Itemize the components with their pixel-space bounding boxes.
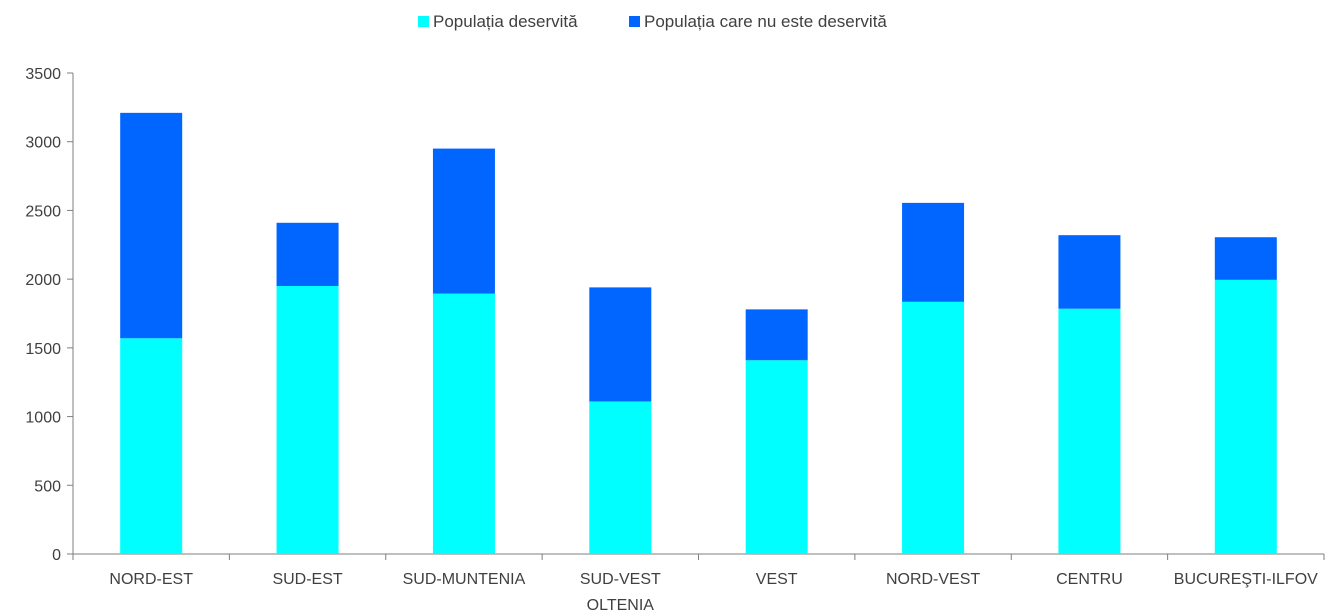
bar-segment-not-served: [902, 202, 965, 302]
x-tick-label: SUD-EST: [272, 571, 342, 588]
legend-label-served: Populația deservită: [433, 12, 578, 31]
y-tick-label: 2500: [25, 203, 61, 220]
legend: Populația deservită Populația care nu est…: [418, 12, 887, 31]
bar-segment-served: [902, 301, 965, 554]
bar-segment-served: [276, 286, 339, 554]
bar-segment-not-served: [120, 112, 183, 339]
y-tick-label: 1500: [25, 341, 61, 358]
y-tick-label: 0: [52, 547, 61, 564]
x-tick-label: NORD-EST: [109, 571, 193, 588]
bar-segment-served: [120, 338, 183, 554]
legend-label-not-served: Populația care nu este deservită: [644, 12, 887, 31]
bar-segment-served: [432, 293, 495, 554]
bar-segment-not-served: [1214, 237, 1277, 280]
bar-segment-not-served: [745, 309, 808, 361]
y-tick-label: 3000: [25, 135, 61, 152]
legend-swatch-not-served: [629, 16, 640, 27]
x-tick-labels: NORD-EST SUD-EST SUD-MUNTENIA SUD-VEST OLTEN…: [109, 571, 1318, 614]
x-tick-label: BUCUREŞTI-ILFOV: [1174, 571, 1318, 588]
bar-segment-not-served: [589, 287, 652, 402]
bar-segment-served: [745, 360, 808, 554]
axes: 0 500 1000 1500 2000 2500 3000 3500: [25, 66, 1325, 564]
y-tick-label: 3500: [25, 66, 61, 83]
legend-swatch-served: [418, 16, 429, 27]
bar-segment-not-served: [276, 222, 339, 287]
bar-segment-served: [589, 401, 652, 554]
x-tick-label: VEST: [756, 571, 798, 588]
x-tick-label: CENTRU: [1056, 571, 1123, 588]
y-tick-label: 500: [34, 478, 61, 495]
x-tick-label: NORD-VEST: [886, 571, 980, 588]
y-tick-label: 2000: [25, 272, 61, 289]
bars: [120, 112, 1277, 554]
bar-segment-not-served: [432, 148, 495, 294]
x-tick-label: SUD-VEST OLTENIA: [580, 571, 661, 614]
bar-segment-served: [1214, 279, 1277, 554]
x-tick-label: SUD-MUNTENIA: [403, 571, 526, 588]
bar-segment-served: [1058, 308, 1121, 554]
bar-segment-not-served: [1058, 235, 1121, 309]
y-tick-label: 1000: [25, 410, 61, 427]
